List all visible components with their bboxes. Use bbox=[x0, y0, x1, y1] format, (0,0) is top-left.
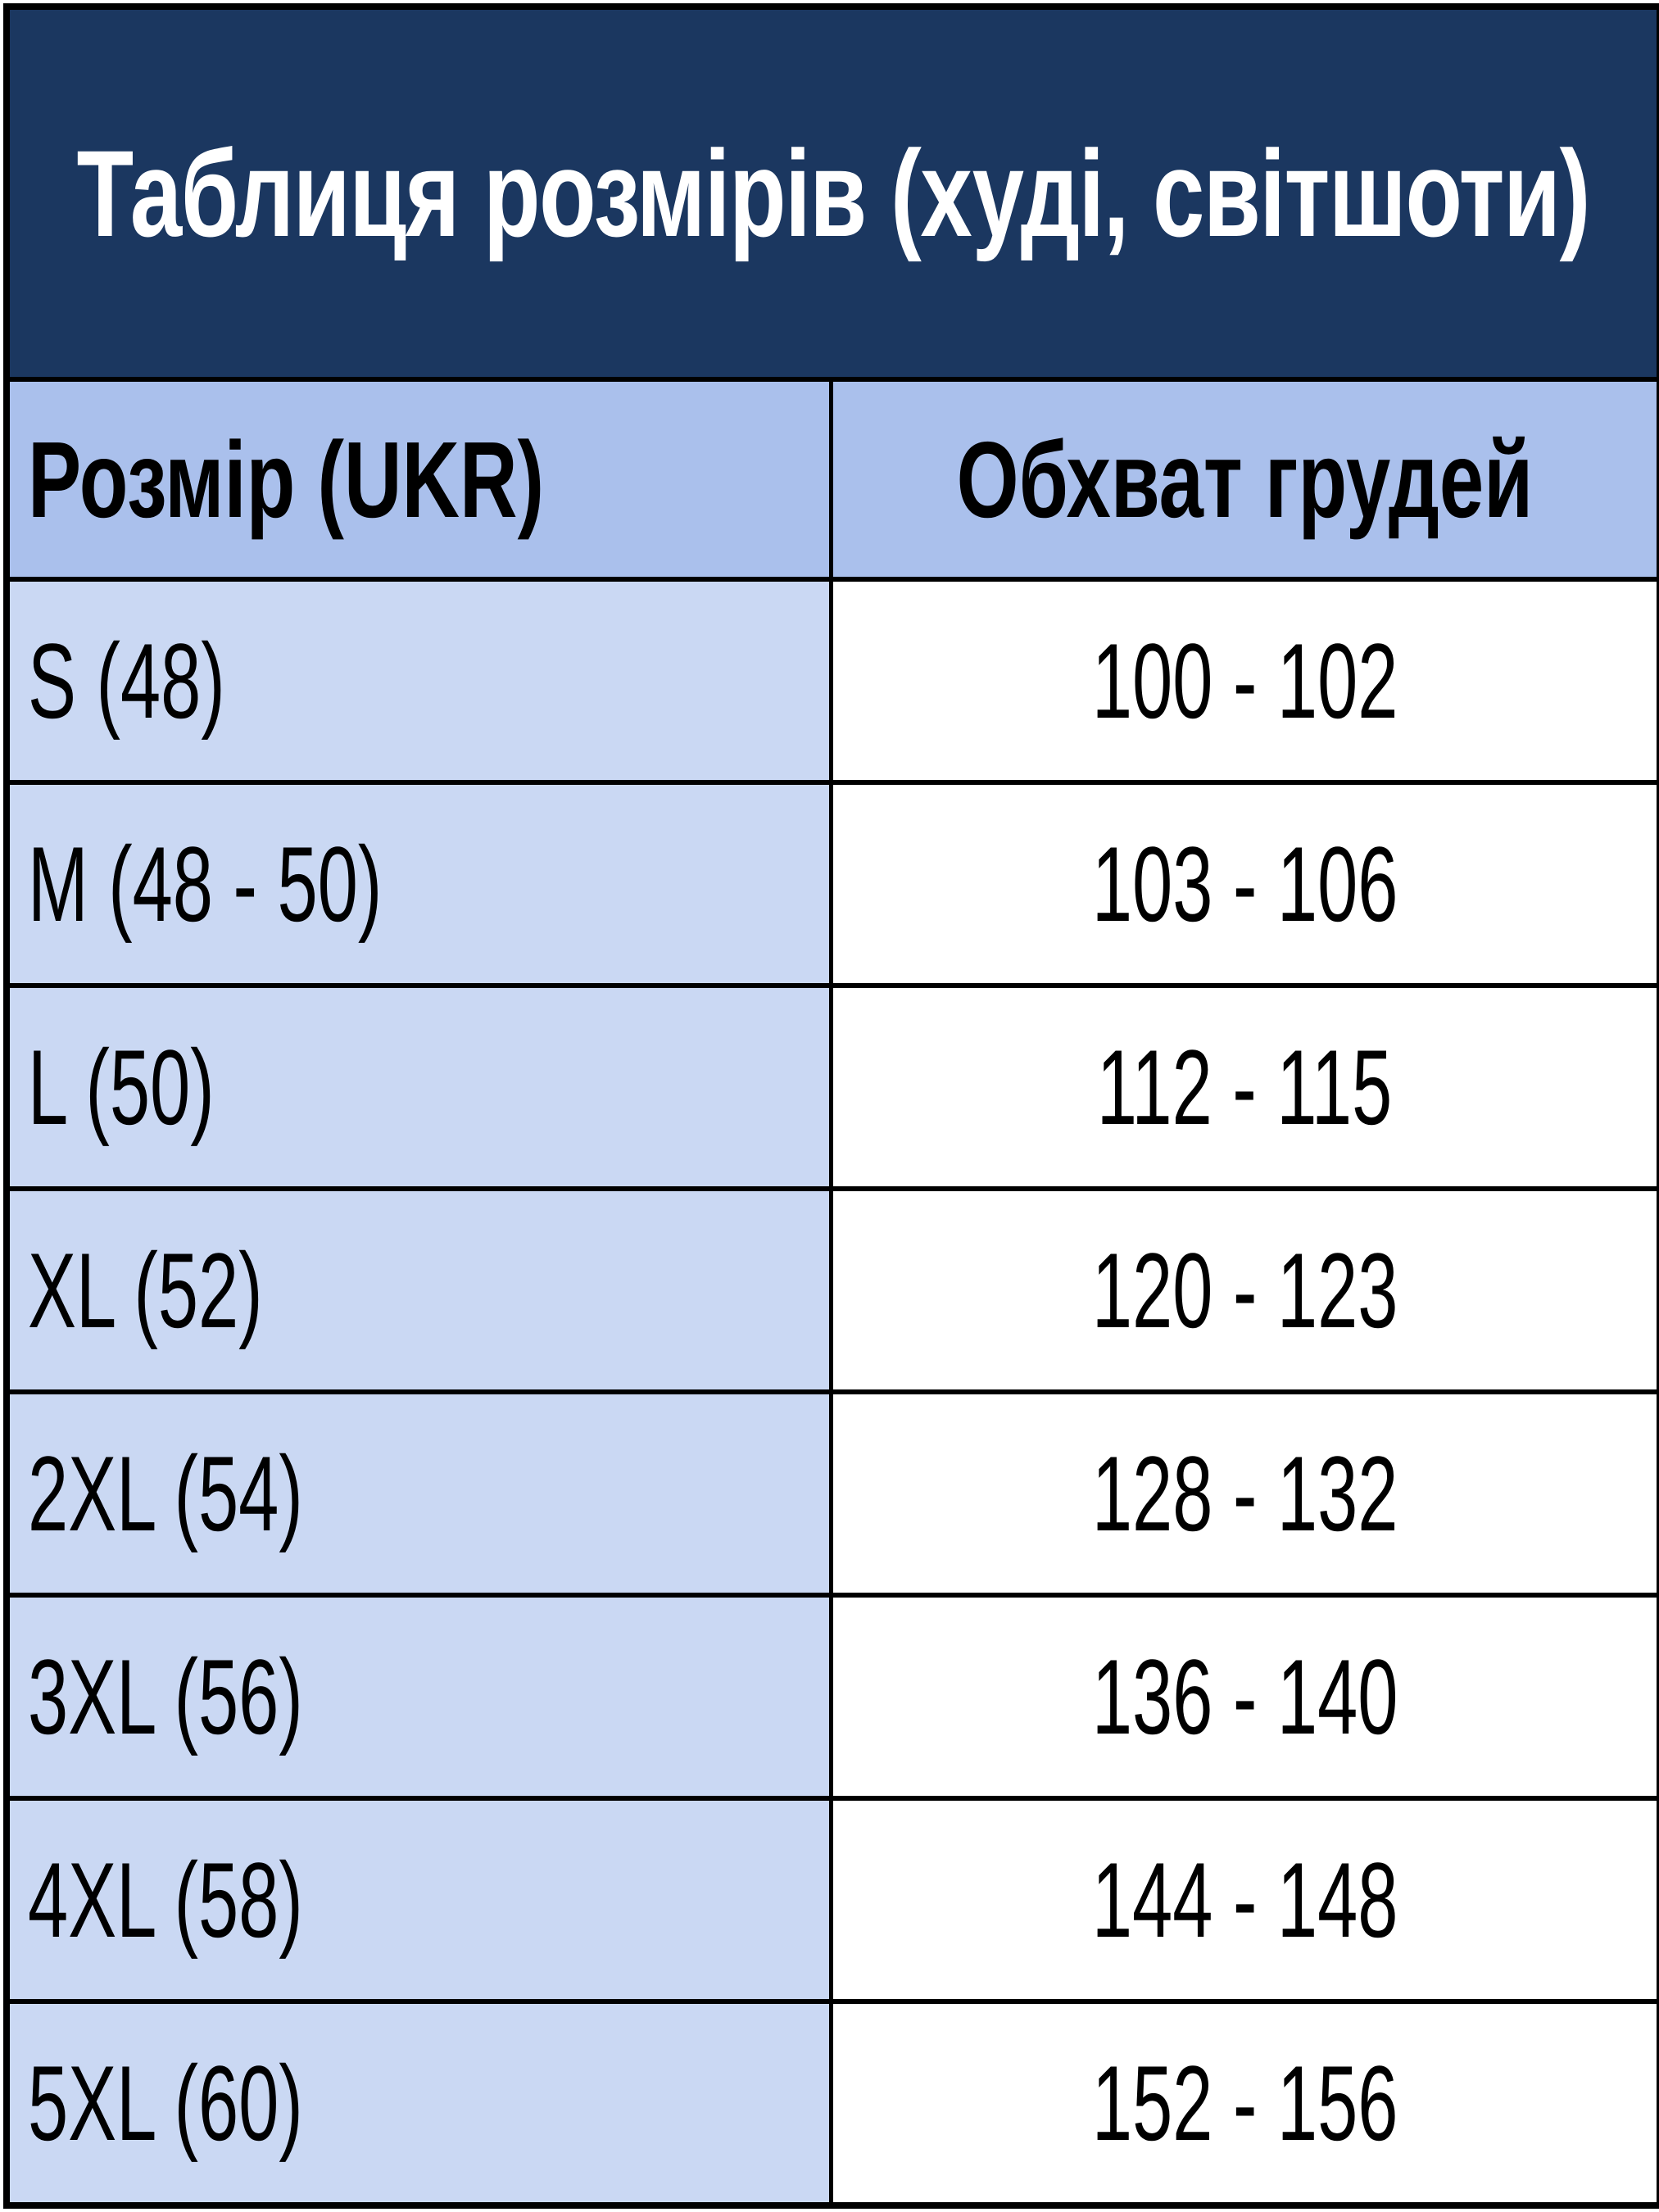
table-title: Таблиця розмірів (худі, світшоти) bbox=[76, 124, 1591, 262]
chest-cell: 120 - 123 bbox=[833, 1191, 1657, 1389]
chest-value: 112 - 115 bbox=[1097, 1027, 1393, 1147]
size-value: S (48) bbox=[28, 621, 225, 741]
size-chart-table: Таблиця розмірів (худі, світшоти) Розмір… bbox=[3, 3, 1659, 2209]
header-size-label: Розмір (UKR) bbox=[28, 419, 545, 540]
chest-value: 103 - 106 bbox=[1091, 824, 1398, 944]
chest-cell: 144 - 148 bbox=[833, 1801, 1657, 1999]
chest-value: 144 - 148 bbox=[1091, 1840, 1398, 1960]
size-cell: 5XL (60) bbox=[10, 2004, 829, 2202]
chest-value: 128 - 132 bbox=[1091, 1434, 1398, 1553]
chest-cell: 100 - 102 bbox=[833, 582, 1657, 780]
chest-cell: 103 - 106 bbox=[833, 785, 1657, 983]
chest-value: 152 - 156 bbox=[1091, 2043, 1398, 2163]
size-value: 5XL (60) bbox=[28, 2043, 303, 2163]
header-chest: Обхват грудей bbox=[833, 382, 1657, 577]
chest-value: 100 - 102 bbox=[1091, 621, 1398, 741]
size-cell: L (50) bbox=[10, 988, 829, 1186]
size-value: M (48 - 50) bbox=[28, 824, 383, 944]
chest-cell: 152 - 156 bbox=[833, 2004, 1657, 2202]
size-cell: 4XL (58) bbox=[10, 1801, 829, 1999]
chest-value: 120 - 123 bbox=[1091, 1231, 1398, 1350]
size-value: L (50) bbox=[28, 1027, 215, 1147]
size-value: 4XL (58) bbox=[28, 1840, 303, 1960]
size-value: XL (52) bbox=[28, 1231, 263, 1350]
chest-cell: 112 - 115 bbox=[833, 988, 1657, 1186]
size-cell: M (48 - 50) bbox=[10, 785, 829, 983]
chest-value: 136 - 140 bbox=[1091, 1637, 1398, 1756]
size-cell: 2XL (54) bbox=[10, 1394, 829, 1593]
header-chest-label: Обхват грудей bbox=[956, 419, 1534, 540]
header-size: Розмір (UKR) bbox=[10, 382, 829, 577]
size-cell: XL (52) bbox=[10, 1191, 829, 1389]
chest-cell: 128 - 132 bbox=[833, 1394, 1657, 1593]
size-value: 2XL (54) bbox=[28, 1434, 303, 1553]
size-value: 3XL (56) bbox=[28, 1637, 303, 1756]
table-title-banner: Таблиця розмірів (худі, світшоти) bbox=[10, 10, 1657, 377]
size-cell: S (48) bbox=[10, 582, 829, 780]
chest-cell: 136 - 140 bbox=[833, 1598, 1657, 1796]
size-cell: 3XL (56) bbox=[10, 1598, 829, 1796]
